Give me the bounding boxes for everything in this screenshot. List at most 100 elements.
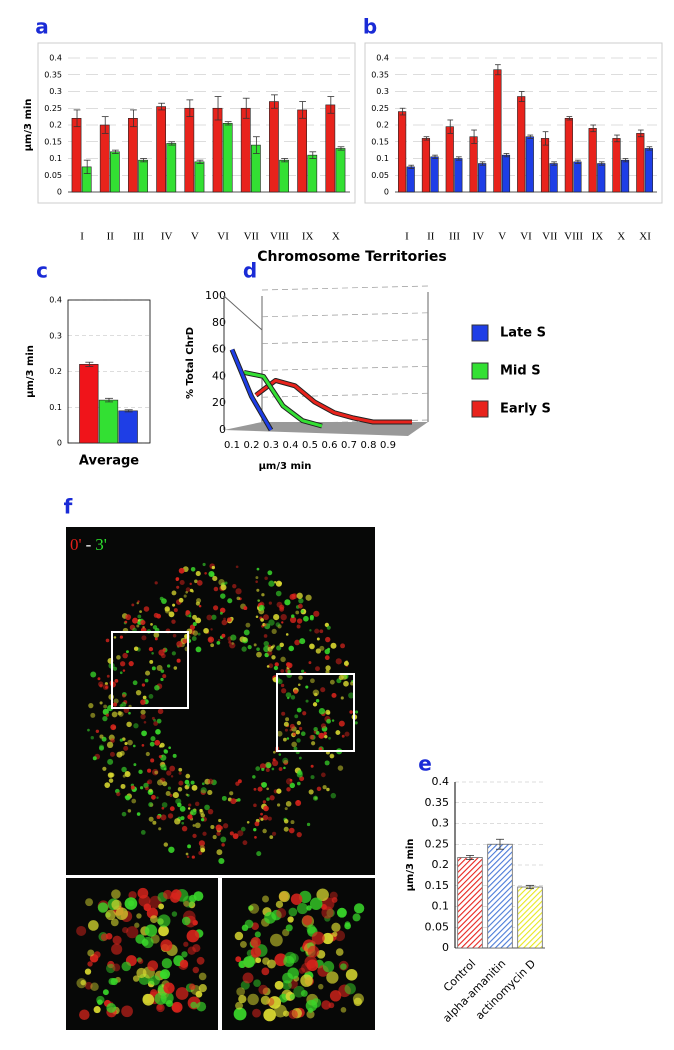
spot <box>179 959 189 968</box>
spot <box>175 987 189 1000</box>
spot <box>87 961 93 967</box>
spot <box>331 922 341 932</box>
spot <box>151 666 156 671</box>
spot <box>289 782 296 789</box>
spot <box>336 907 347 918</box>
bar <box>307 154 318 193</box>
spot <box>160 814 167 821</box>
spot <box>255 580 258 583</box>
spot <box>140 699 146 705</box>
bar <box>406 166 415 193</box>
spot <box>236 987 246 996</box>
spot <box>288 645 295 652</box>
error-bar <box>73 109 81 128</box>
spot <box>109 772 115 778</box>
spot <box>119 635 124 639</box>
spot <box>178 567 185 574</box>
spot <box>192 966 200 974</box>
spot <box>141 635 147 641</box>
spot <box>282 757 289 764</box>
spot <box>172 753 177 758</box>
spot <box>247 645 252 650</box>
spot <box>319 645 325 651</box>
spot <box>253 787 257 791</box>
spot <box>103 704 108 709</box>
spot <box>296 902 309 915</box>
spot <box>262 895 269 903</box>
error-bar <box>124 409 133 413</box>
spot <box>283 818 289 824</box>
spot <box>253 827 257 832</box>
spot <box>188 615 192 618</box>
spot <box>129 624 136 631</box>
spot <box>211 614 217 620</box>
error-bar <box>518 91 525 102</box>
spot <box>281 688 287 694</box>
spot <box>335 948 344 956</box>
y-tick-label: 0.4 <box>49 54 62 63</box>
time-sep: - <box>86 535 92 554</box>
spot <box>177 787 183 792</box>
spot <box>135 934 145 944</box>
x-tick-label: VIII <box>270 231 289 243</box>
bar <box>540 138 550 193</box>
x-tick-label: I <box>80 231 84 243</box>
spot <box>113 636 117 639</box>
x-tick-label: IV <box>473 231 485 243</box>
spot <box>296 707 302 713</box>
spot <box>199 808 203 813</box>
spot <box>121 961 132 972</box>
spot <box>310 764 314 768</box>
y-tick-label: 0.05 <box>44 171 62 180</box>
spot <box>281 711 286 716</box>
floor <box>224 422 428 436</box>
spot <box>192 621 197 627</box>
spot <box>295 730 300 735</box>
x-tick-label: I <box>405 231 409 243</box>
y-tick-label: 0.35 <box>371 70 389 79</box>
spot <box>132 680 138 686</box>
spot <box>310 678 315 684</box>
spot <box>261 593 265 597</box>
spot <box>332 931 338 937</box>
spot <box>171 889 182 900</box>
spot <box>194 579 198 584</box>
spot <box>295 799 302 806</box>
spot <box>272 644 276 648</box>
spot <box>198 972 207 981</box>
spot <box>229 791 234 796</box>
spot <box>124 897 138 910</box>
error-bar <box>252 136 260 154</box>
spot <box>90 671 97 678</box>
grid-line <box>261 419 429 425</box>
error-bar <box>503 153 510 158</box>
spot <box>179 579 185 586</box>
panel-letter: b <box>363 15 377 39</box>
spot <box>266 787 269 791</box>
error-bar <box>614 134 620 143</box>
spot <box>294 639 300 646</box>
spot <box>292 732 297 737</box>
spot <box>105 909 116 921</box>
spot <box>133 763 137 767</box>
y-tick-label: 0.2 <box>49 367 62 376</box>
y-tick-label: 0.3 <box>49 331 62 340</box>
spot <box>140 830 146 835</box>
spot <box>240 826 246 832</box>
spot <box>298 726 303 731</box>
bar <box>454 158 463 193</box>
time-start: 0' <box>70 535 82 554</box>
spot <box>271 655 276 660</box>
bar <box>478 163 487 193</box>
spot <box>133 646 139 651</box>
spot <box>284 728 288 732</box>
panel-letter: f <box>64 495 73 519</box>
spot <box>99 745 104 751</box>
spot <box>263 645 270 653</box>
bar <box>98 399 119 444</box>
spot <box>286 662 293 669</box>
spot <box>164 608 171 614</box>
spot <box>137 614 142 619</box>
y-tick-label: 0.1 <box>49 154 62 163</box>
spot <box>108 778 114 783</box>
